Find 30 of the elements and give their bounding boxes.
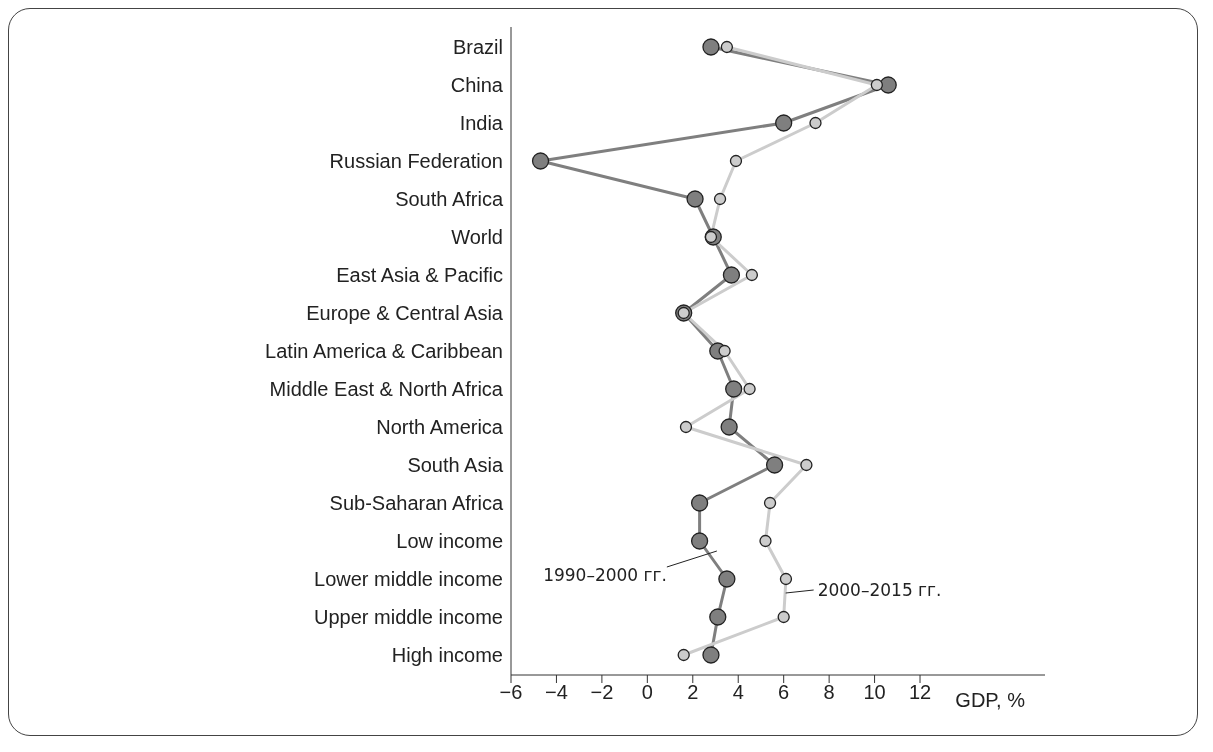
- y-tick-label: Low income: [396, 530, 503, 553]
- y-tick-label: Sub-Saharan Africa: [329, 492, 504, 515]
- x-tick-label: 6: [778, 681, 790, 704]
- y-tick-label: Middle East & North Africa: [269, 378, 504, 401]
- y-tick-label: Russian Federation: [329, 150, 503, 173]
- x-tick-label: −4: [545, 681, 568, 704]
- x-tick-label: 10: [863, 681, 886, 704]
- x-tick-label: 4: [732, 681, 744, 704]
- x-tick-label: 8: [823, 681, 835, 704]
- y-tick-label: World: [451, 226, 503, 249]
- x-tick-label: 12: [908, 681, 932, 704]
- y-tick-label: North America: [376, 416, 504, 439]
- y-tick-label: Latin America & Caribbean: [265, 340, 503, 363]
- y-tick-label: Brazil: [452, 36, 503, 59]
- y-tick-label: Upper middle income: [314, 606, 503, 629]
- y-tick-label: India: [459, 112, 504, 135]
- y-tick-label: South Asia: [407, 454, 504, 477]
- x-tick-label: −6: [499, 681, 523, 704]
- y-tick-label: East Asia & Pacific: [336, 264, 503, 287]
- y-tick-label: High income: [391, 644, 503, 667]
- x-tick-label: −2: [590, 681, 614, 704]
- y-tick-label: Lower middle income: [314, 568, 503, 591]
- legend-label: 2000–2015 гг.: [817, 580, 942, 600]
- y-tick-label: China: [450, 74, 504, 97]
- y-tick-label: Europe & Central Asia: [306, 302, 504, 325]
- x-tick-label: 0: [641, 681, 653, 704]
- series-label: 1990–2000 гг.: [543, 565, 667, 585]
- y-tick-label: South Africa: [395, 188, 504, 211]
- x-axis-title: GDP, %: [955, 689, 1026, 711]
- x-tick-label: 2: [687, 681, 699, 704]
